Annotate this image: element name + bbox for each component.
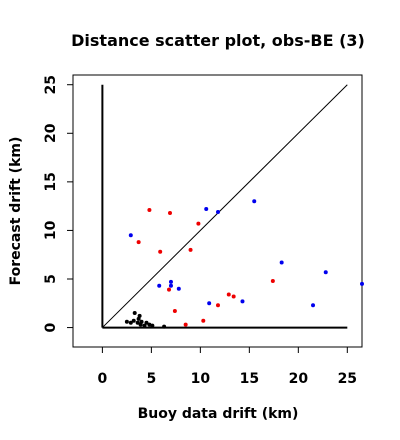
data-points (124, 199, 364, 329)
data-point (136, 240, 141, 245)
y-tick-label: 5 (43, 274, 59, 284)
data-point (360, 281, 364, 286)
data-point (204, 207, 209, 212)
data-point (231, 294, 236, 299)
y-axis: 0 5 10 15 20 25 (43, 75, 73, 332)
data-point (168, 283, 173, 288)
chart-title: Distance scatter plot, obs-BE (3) (71, 31, 365, 50)
data-point (311, 303, 316, 308)
data-point (147, 208, 152, 213)
data-point (150, 323, 155, 328)
data-point (215, 209, 220, 214)
x-tick-label: 10 (191, 371, 211, 387)
y-tick-label: 0 (43, 322, 59, 332)
reference-line-diagonal (102, 84, 348, 328)
data-point (279, 260, 284, 265)
data-point (196, 221, 201, 226)
data-point (270, 278, 275, 283)
plot-frame (72, 74, 363, 348)
x-tick-label: 20 (289, 371, 309, 387)
data-point (188, 247, 193, 252)
data-point (162, 324, 167, 329)
data-point (135, 320, 140, 325)
data-point (142, 323, 147, 328)
y-axis-label: Forecast drift (km) (8, 137, 24, 286)
data-point (207, 301, 212, 306)
y-tick-label: 15 (43, 172, 59, 191)
data-point (215, 303, 220, 308)
data-point (139, 319, 144, 324)
data-point (167, 287, 172, 292)
y-tick-label: 25 (43, 75, 59, 94)
x-tick-label: 15 (240, 371, 259, 387)
data-point (172, 309, 177, 314)
data-point (144, 320, 149, 325)
data-point (323, 270, 328, 275)
data-point (167, 210, 172, 215)
x-axis: 0 5 10 15 20 25 (98, 347, 357, 387)
data-point (183, 322, 188, 327)
data-point (131, 318, 136, 323)
x-tick-label: 25 (338, 371, 357, 387)
data-point (201, 318, 206, 323)
data-point (226, 292, 231, 297)
y-tick-label: 10 (43, 220, 59, 240)
y-tick-label: 20 (43, 123, 59, 143)
data-point (240, 299, 245, 304)
data-point (176, 286, 181, 291)
reference-lines (101, 84, 348, 329)
x-tick-label: 0 (98, 371, 108, 387)
data-point (132, 311, 137, 315)
data-point (158, 249, 163, 254)
data-point (137, 313, 142, 318)
data-point (252, 199, 257, 204)
x-axis-label: Buoy data drift (km) (138, 406, 299, 422)
data-point (128, 233, 133, 238)
data-point (168, 279, 173, 284)
data-point (128, 320, 133, 325)
x-tick-label: 5 (146, 371, 156, 387)
data-point (157, 283, 162, 288)
data-point (124, 319, 129, 324)
